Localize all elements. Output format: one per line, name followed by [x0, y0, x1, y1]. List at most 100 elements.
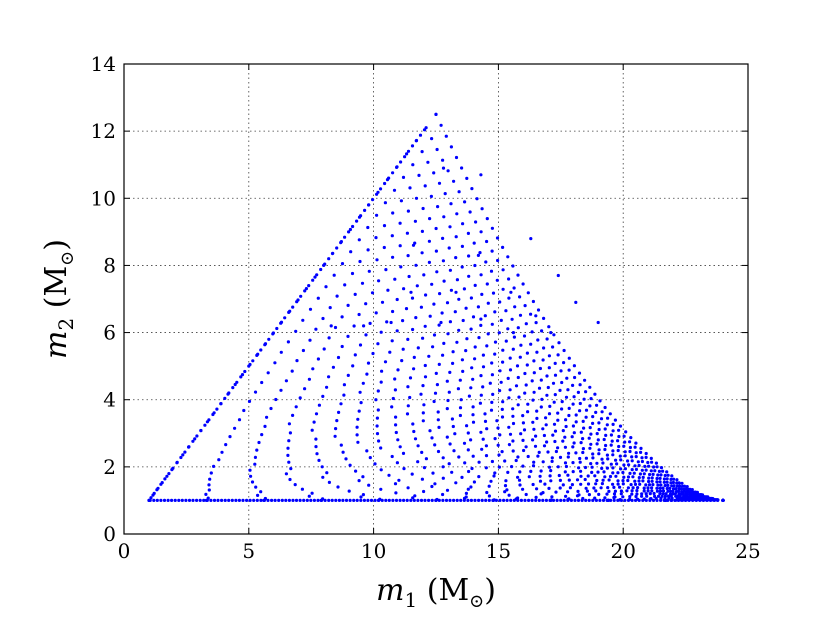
- scatter-point: [556, 273, 560, 278]
- scatter-point: [628, 471, 632, 475]
- scatter-point: [352, 498, 356, 502]
- scatter-point: [498, 300, 502, 304]
- scatter-point: [507, 425, 511, 429]
- scatter-point: [593, 474, 597, 478]
- scatter-point: [314, 327, 318, 331]
- scatter-point: [421, 336, 425, 340]
- scatter-point: [363, 208, 367, 212]
- scatter-point: [584, 456, 589, 460]
- scatter-point: [649, 469, 653, 473]
- scatter-point: [556, 446, 560, 450]
- scatter-point: [389, 320, 393, 325]
- scatter-point: [299, 294, 303, 298]
- scatter-point: [679, 487, 683, 491]
- scatter-point: [541, 358, 545, 362]
- x-tick-label: 25: [735, 539, 760, 563]
- scatter-point: [623, 450, 627, 454]
- scatter-point: [611, 471, 615, 475]
- scatter-point: [483, 314, 487, 318]
- scatter-point: [524, 445, 528, 449]
- scatter-point: [429, 194, 433, 198]
- scatter-point: [375, 424, 379, 428]
- scatter-point: [460, 244, 464, 248]
- scatter-point: [245, 498, 249, 502]
- scatter-point: [569, 498, 574, 502]
- scatter-point: [531, 482, 535, 487]
- scatter-point: [503, 459, 507, 463]
- scatter-point: [483, 419, 488, 423]
- scatter-point: [582, 426, 586, 430]
- scatter-point: [499, 380, 503, 384]
- scatter-point: [394, 430, 398, 435]
- scatter-point: [202, 498, 206, 502]
- scatter-point: [587, 493, 592, 497]
- scatter-point: [460, 475, 464, 479]
- scatter-point: [328, 306, 332, 310]
- scatter-point: [487, 484, 491, 488]
- scatter-point: [545, 374, 549, 378]
- scatter-point: [485, 217, 489, 221]
- scatter-point: [471, 413, 475, 417]
- scatter-point: [579, 482, 583, 486]
- scatter-point: [454, 256, 458, 260]
- scatter-point: [403, 155, 407, 159]
- scatter-point: [469, 498, 473, 502]
- scatter-point: [595, 461, 599, 465]
- scatter-point: [548, 404, 552, 408]
- scatter-point: [257, 440, 261, 445]
- scatter-point: [553, 361, 557, 365]
- scatter-point: [355, 498, 359, 502]
- scatter-point: [391, 211, 395, 215]
- scatter-point: [489, 408, 494, 412]
- scatter-point: [448, 320, 452, 324]
- scatter-point: [535, 487, 539, 491]
- scatter-point: [371, 198, 375, 202]
- scatter-point: [441, 476, 445, 480]
- scatter-point: [416, 498, 420, 502]
- scatter-point: [405, 231, 409, 235]
- scatter-point: [594, 482, 598, 486]
- scatter-point: [395, 461, 399, 465]
- scatter-point: [469, 327, 473, 331]
- scatter-point: [391, 171, 395, 175]
- scatter-point: [304, 287, 308, 291]
- scatter-point: [529, 312, 533, 316]
- scatter-point: [456, 387, 460, 391]
- scatter-point: [401, 347, 405, 351]
- scatter-point: [531, 420, 535, 424]
- scatter-point: [465, 424, 469, 428]
- scatter-point: [630, 492, 634, 496]
- scatter-point: [316, 357, 320, 361]
- scatter-point: [367, 483, 371, 487]
- scatter-point: [307, 377, 311, 381]
- scatter-point: [170, 498, 174, 502]
- scatter-points: [147, 112, 725, 502]
- scatter-point: [698, 498, 702, 502]
- scatter-point: [561, 429, 565, 433]
- scatter-point: [567, 356, 571, 360]
- scatter-point: [433, 391, 438, 395]
- scatter-point: [391, 309, 395, 314]
- scatter-point: [566, 490, 570, 494]
- scatter-point: [496, 443, 500, 447]
- scatter-point: [597, 448, 601, 452]
- scatter-point: [654, 461, 659, 465]
- scatter-point: [446, 169, 450, 173]
- scatter-point: [611, 422, 615, 426]
- scatter-point: [391, 255, 395, 259]
- scatter-point: [680, 498, 684, 502]
- scatter-point: [562, 348, 566, 353]
- scatter-point: [449, 288, 453, 292]
- scatter-point: [605, 466, 610, 470]
- scatter-point: [249, 474, 253, 478]
- scatter-point: [567, 368, 571, 372]
- scatter-point: [265, 415, 269, 419]
- scatter-point: [412, 429, 416, 434]
- scatter-point: [523, 498, 527, 502]
- scatter-point: [460, 166, 464, 170]
- scatter-point: [159, 482, 163, 486]
- scatter-point: [406, 486, 410, 490]
- scatter-point: [412, 367, 416, 371]
- scatter-point: [467, 394, 471, 398]
